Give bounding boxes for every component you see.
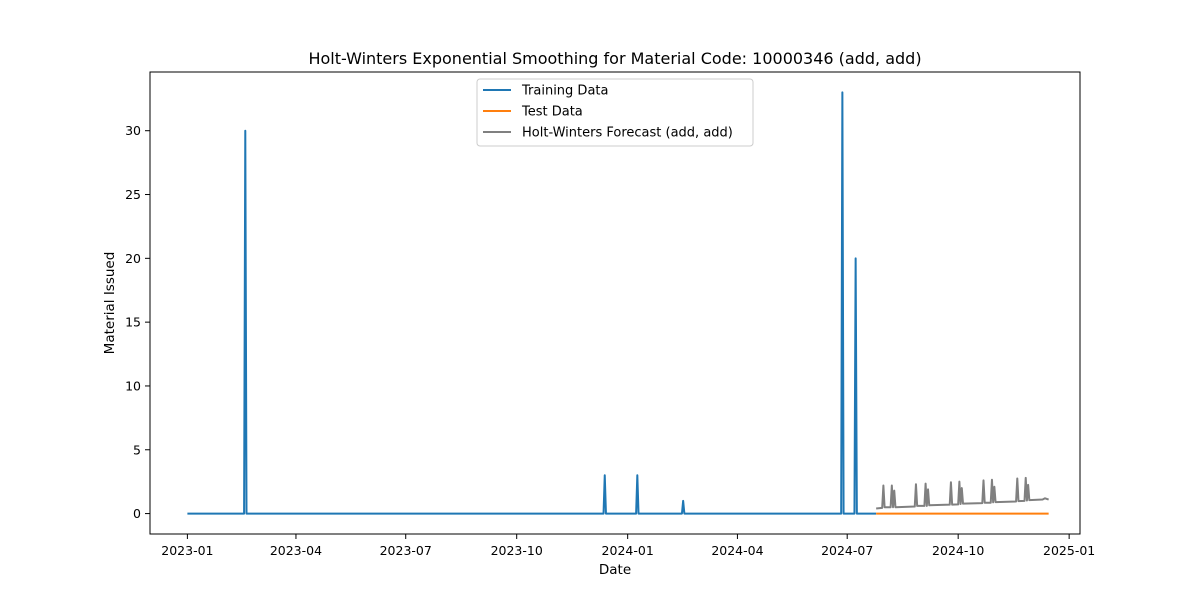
legend-item-forecast: Holt-Winters Forecast (add, add) <box>483 126 733 141</box>
y-tick-label: 15 <box>125 315 141 330</box>
legend-entries: Training Data Test Data Holt-Winters Forec… <box>483 84 733 141</box>
y-tick-label: 30 <box>125 123 141 138</box>
legend-item-test: Test Data <box>483 105 583 120</box>
legend: Training Data Test Data Holt-Winters Forec… <box>476 78 754 147</box>
y-tick-label: 25 <box>125 187 141 202</box>
x-tick-label: 2024-10 <box>932 543 984 558</box>
x-tick-label: 2024-04 <box>711 543 763 558</box>
x-tick-label: 2023-01 <box>161 543 213 558</box>
y-axis-label: Material Issued <box>102 252 118 355</box>
plot-frame <box>149 71 1081 535</box>
y-axis: 0 5 10 15 20 25 30 <box>125 123 150 521</box>
y-tick-label: 5 <box>133 442 141 457</box>
legend-label: Test Data <box>521 105 583 120</box>
legend-label: Holt-Winters Forecast (add, add) <box>522 126 733 141</box>
y-tick-label: 20 <box>125 251 141 266</box>
legend-box <box>476 78 754 147</box>
x-tick-label: 2024-07 <box>821 543 873 558</box>
y-tick-label: 10 <box>125 378 141 393</box>
x-tick-label: 2025-01 <box>1043 543 1095 558</box>
x-axis-label: Date <box>599 562 631 578</box>
x-tick-label: 2023-07 <box>380 543 432 558</box>
series-layer <box>187 91 1049 515</box>
forecast-line <box>876 476 1049 510</box>
x-tick-label: 2023-04 <box>270 543 322 558</box>
legend-item-training: Training Data <box>483 84 608 99</box>
plot-area <box>149 71 1081 535</box>
y-tick-label: 0 <box>133 506 141 521</box>
training-data-line <box>187 91 877 515</box>
legend-label: Training Data <box>521 84 608 99</box>
x-tick-label: 2024-01 <box>602 543 654 558</box>
x-tick-label: 2023-10 <box>491 543 543 558</box>
x-axis: 2023-01 2023-04 2023-07 2023-10 2024-01 2024-… <box>161 534 1095 558</box>
chart-title: Holt-Winters Exponential Smoothing for M… <box>308 49 921 68</box>
